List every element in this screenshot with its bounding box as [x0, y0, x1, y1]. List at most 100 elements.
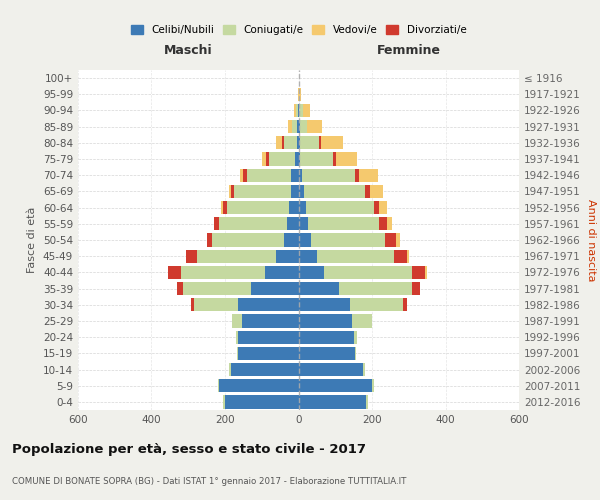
Bar	[251, 282, 299, 295]
Bar	[299, 152, 301, 166]
Bar	[238, 298, 299, 312]
Bar	[308, 217, 379, 230]
Bar	[352, 314, 372, 328]
Bar	[372, 379, 374, 392]
Legend: Celibi/Nubili, Coniugati/e, Vedovi/e, Divorziati/e: Celibi/Nubili, Coniugati/e, Vedovi/e, Di…	[127, 21, 470, 40]
Bar	[407, 250, 409, 263]
Bar	[220, 379, 299, 392]
Bar	[299, 136, 301, 149]
Bar	[225, 396, 299, 408]
Bar	[244, 168, 247, 182]
Bar	[284, 234, 299, 246]
Bar	[287, 217, 299, 230]
Bar	[234, 185, 291, 198]
Bar	[299, 201, 306, 214]
Bar	[237, 346, 238, 360]
Bar	[299, 217, 308, 230]
Bar	[353, 330, 358, 344]
Bar	[214, 217, 220, 230]
Bar	[299, 185, 304, 198]
Bar	[339, 282, 412, 295]
Bar	[288, 120, 292, 134]
Bar	[299, 104, 303, 117]
Bar	[240, 168, 244, 182]
Bar	[230, 185, 234, 198]
Bar	[299, 250, 317, 263]
Bar	[299, 330, 353, 344]
Bar	[319, 136, 320, 149]
Bar	[269, 152, 295, 166]
Bar	[365, 185, 370, 198]
Bar	[230, 363, 299, 376]
Bar	[385, 234, 396, 246]
Bar	[197, 250, 277, 263]
Bar	[367, 396, 368, 408]
Bar	[303, 104, 310, 117]
Bar	[291, 185, 299, 198]
Bar	[238, 330, 299, 344]
Bar	[242, 314, 299, 328]
Bar	[295, 152, 299, 166]
Bar	[212, 234, 284, 246]
Bar	[302, 168, 355, 182]
Bar	[299, 363, 363, 376]
Bar	[168, 266, 181, 279]
Bar	[265, 266, 299, 279]
Bar	[363, 363, 365, 376]
Bar	[359, 168, 377, 182]
Bar	[298, 120, 299, 134]
Bar	[334, 152, 337, 166]
Text: COMUNE DI BONATE SOPRA (BG) - Dati ISTAT 1° gennaio 2017 - Elaborazione TUTTITAL: COMUNE DI BONATE SOPRA (BG) - Dati ISTAT…	[12, 478, 406, 486]
Bar	[220, 217, 287, 230]
Bar	[238, 346, 299, 360]
Bar	[223, 201, 227, 214]
Text: Maschi: Maschi	[164, 44, 212, 57]
Bar	[337, 152, 356, 166]
Bar	[298, 88, 299, 101]
Text: Popolazione per età, sesso e stato civile - 2017: Popolazione per età, sesso e stato civil…	[12, 442, 366, 456]
Bar	[282, 136, 284, 149]
Bar	[374, 201, 379, 214]
Bar	[403, 298, 407, 312]
Bar	[221, 201, 223, 214]
Bar	[387, 217, 392, 230]
Bar	[299, 298, 350, 312]
Bar	[306, 201, 374, 214]
Bar	[218, 379, 220, 392]
Bar	[206, 234, 212, 246]
Bar	[236, 330, 238, 344]
Bar	[262, 152, 266, 166]
Bar	[191, 298, 194, 312]
Bar	[301, 152, 334, 166]
Bar	[396, 234, 400, 246]
Bar	[299, 88, 301, 101]
Bar	[232, 314, 242, 328]
Bar	[299, 314, 352, 328]
Bar	[355, 168, 359, 182]
Bar	[296, 104, 298, 117]
Bar	[296, 136, 299, 149]
Bar	[379, 201, 387, 214]
Bar	[289, 201, 299, 214]
Bar	[324, 266, 412, 279]
Bar	[304, 185, 365, 198]
Bar	[277, 250, 299, 263]
Y-axis label: Fasce di età: Fasce di età	[28, 207, 37, 273]
Bar	[181, 266, 265, 279]
Bar	[307, 120, 322, 134]
Bar	[183, 282, 251, 295]
Bar	[317, 250, 394, 263]
Bar	[187, 250, 197, 263]
Bar	[311, 234, 385, 246]
Bar	[412, 282, 420, 295]
Bar	[299, 266, 324, 279]
Bar	[291, 168, 299, 182]
Bar	[298, 104, 299, 117]
Bar	[227, 201, 289, 214]
Bar	[277, 136, 282, 149]
Bar	[299, 396, 367, 408]
Bar	[355, 346, 356, 360]
Bar	[194, 298, 238, 312]
Bar	[299, 282, 339, 295]
Bar	[299, 346, 355, 360]
